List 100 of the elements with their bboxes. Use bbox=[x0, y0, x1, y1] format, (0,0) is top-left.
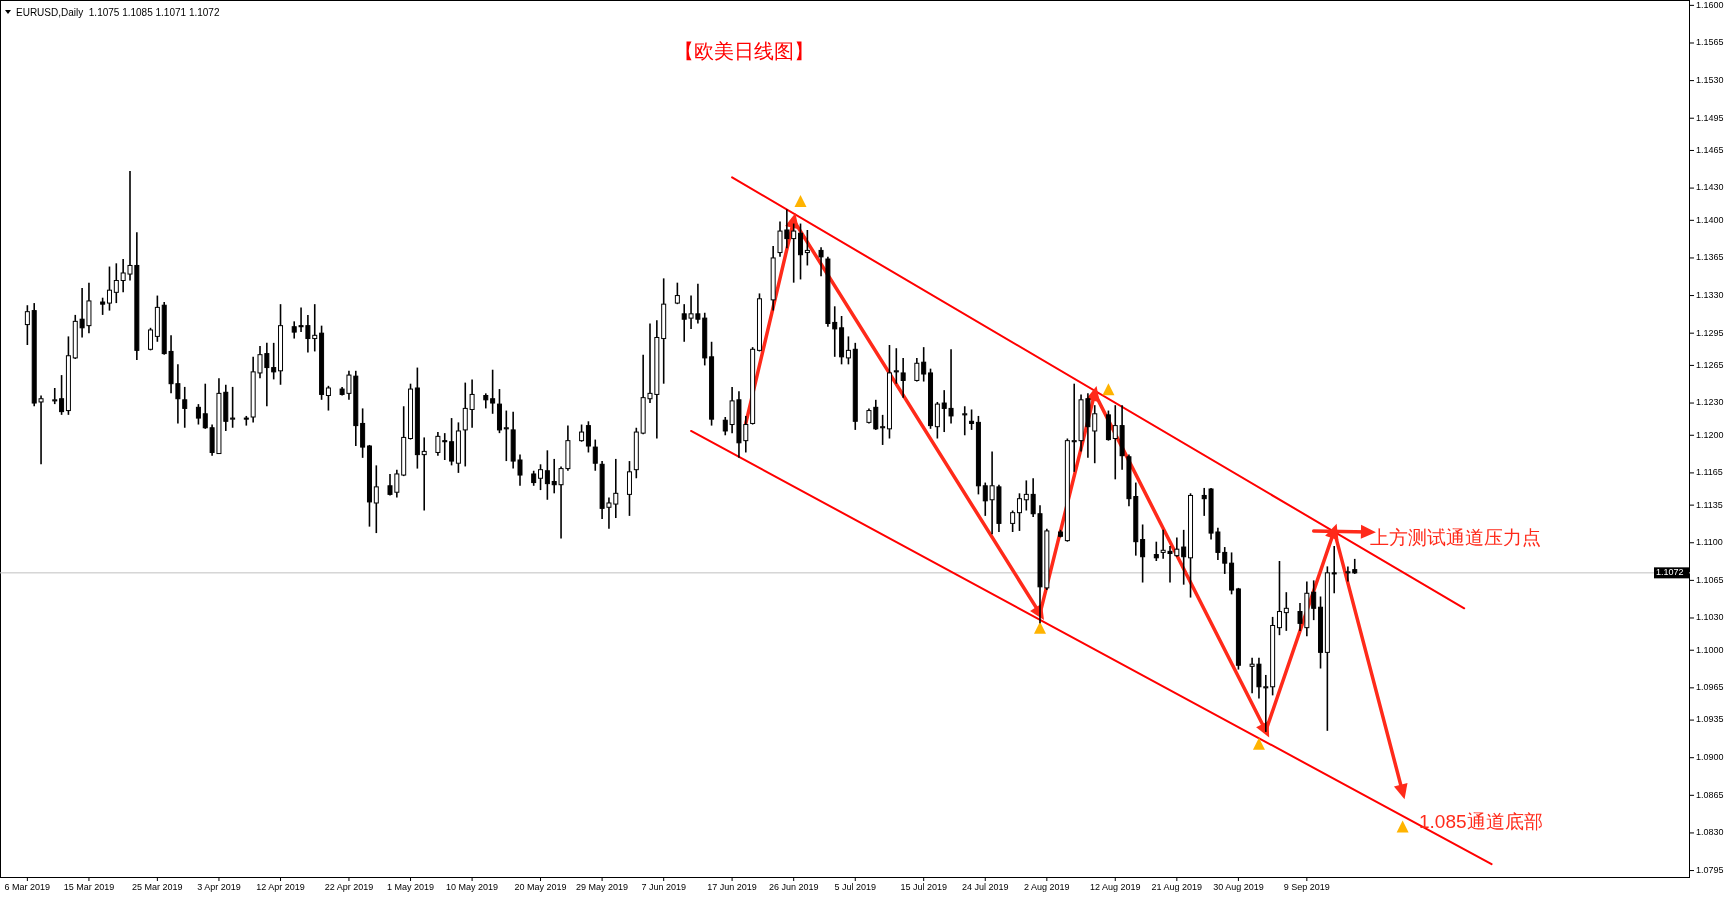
y-tick-label: 1.1600 bbox=[1696, 0, 1724, 10]
x-tick-label: 20 May 2019 bbox=[514, 882, 567, 893]
x-tick-label: 7 Jun 2019 bbox=[641, 882, 686, 893]
y-tick-label: 1.1100 bbox=[1696, 537, 1723, 548]
x-tick-label: 12 Aug 2019 bbox=[1089, 882, 1141, 893]
x-tick-label: 15 Mar 2019 bbox=[63, 882, 115, 893]
point bbox=[1034, 621, 1046, 634]
y-tick-label: 1.1000 bbox=[1696, 644, 1724, 655]
x-tick-label: 5 Jul 2019 bbox=[834, 882, 877, 893]
candlestick bbox=[182, 386, 188, 429]
point bbox=[785, 213, 799, 230]
annotation: 上方测试通道压力点 bbox=[1370, 527, 1541, 549]
y-tick-label: 1.1530 bbox=[1696, 74, 1724, 85]
y-tick-label: 1.1230 bbox=[1696, 397, 1724, 408]
x-tick-label: 21 Aug 2019 bbox=[1151, 882, 1203, 893]
candlestick bbox=[1016, 492, 1022, 532]
ref-line-label: 1.1072 bbox=[1656, 567, 1684, 578]
point bbox=[1252, 737, 1265, 750]
candlestick bbox=[195, 403, 201, 426]
y-tick-label: 1.1465 bbox=[1696, 144, 1724, 155]
candlestick bbox=[845, 335, 851, 366]
candlestick bbox=[1276, 560, 1282, 636]
candlestick bbox=[1283, 591, 1289, 632]
candlestick bbox=[373, 464, 379, 534]
candlestick bbox=[900, 357, 906, 399]
point bbox=[794, 195, 807, 208]
candlestick bbox=[59, 374, 65, 416]
y-tick-label: 1.1030 bbox=[1696, 612, 1724, 623]
annotation: 1.085通道底部 bbox=[1419, 811, 1543, 833]
candlestick bbox=[798, 222, 804, 281]
x-tick-label: 2 Aug 2019 bbox=[1024, 882, 1070, 893]
y-tick-label: 1.1495 bbox=[1696, 112, 1724, 123]
x-tick-label: 26 Jun 2019 bbox=[768, 882, 819, 893]
x-tick-label: 3 Apr 2019 bbox=[197, 882, 241, 893]
candlestick bbox=[230, 386, 236, 429]
candlestick bbox=[893, 347, 899, 385]
x-tick-label: 25 Mar 2019 bbox=[132, 882, 183, 893]
candlestick bbox=[1153, 540, 1159, 562]
point bbox=[1396, 820, 1409, 833]
candlestick bbox=[24, 304, 30, 346]
x-tick-label: 22 Apr 2019 bbox=[324, 882, 374, 893]
candlestick bbox=[592, 438, 598, 472]
candlestick bbox=[503, 409, 509, 462]
x-tick-label: 10 May 2019 bbox=[446, 882, 499, 893]
candlestick bbox=[1010, 509, 1016, 533]
candlestick bbox=[1140, 523, 1146, 584]
candlestick bbox=[449, 417, 455, 467]
candlestick bbox=[106, 265, 112, 312]
x-tick-label: 9 Sep 2019 bbox=[1283, 882, 1330, 893]
candlestick bbox=[490, 368, 496, 415]
y-tick-label: 1.1065 bbox=[1696, 574, 1724, 585]
x-tick-label: 24 Jul 2019 bbox=[961, 882, 1009, 893]
x-tick-label: 6 Mar 2019 bbox=[4, 882, 51, 893]
candlestick bbox=[880, 414, 886, 446]
point bbox=[1102, 383, 1115, 396]
candlestick bbox=[1311, 579, 1317, 621]
candlestick bbox=[113, 262, 119, 304]
candlestick bbox=[921, 346, 927, 383]
candlestick bbox=[962, 405, 968, 437]
y-tick-label: 1.0935 bbox=[1696, 714, 1724, 725]
candlestick bbox=[585, 420, 591, 454]
x-tick-label: 29 May 2019 bbox=[576, 882, 629, 893]
y-tick-label: 1.0965 bbox=[1696, 682, 1724, 693]
candlestick bbox=[360, 407, 366, 459]
candlestick bbox=[791, 222, 797, 284]
y-tick-label: 1.1135 bbox=[1696, 499, 1723, 510]
candlestick bbox=[818, 246, 824, 278]
text: EURUSD,Daily 1.1075 1.1085 1.1071 1.1072 bbox=[16, 6, 220, 18]
y-tick-label: 1.0900 bbox=[1696, 752, 1724, 763]
y-tick-label: 1.1295 bbox=[1696, 327, 1724, 338]
x-tick-label: 17 Jun 2019 bbox=[707, 882, 757, 893]
candlestick bbox=[804, 229, 810, 267]
candlestick bbox=[325, 385, 331, 412]
candlestick bbox=[626, 460, 632, 517]
candlestick bbox=[914, 357, 920, 383]
candlestick bbox=[538, 463, 544, 491]
y-tick-label: 1.1265 bbox=[1696, 359, 1724, 370]
candlestick bbox=[1023, 479, 1029, 512]
x-tick-label: 1 May 2019 bbox=[387, 882, 435, 893]
y-tick-label: 1.1565 bbox=[1696, 37, 1724, 48]
x-tick-label: 12 Apr 2019 bbox=[256, 882, 305, 893]
y-tick-label: 1.1200 bbox=[1696, 429, 1724, 440]
candlestick bbox=[544, 449, 550, 501]
y-tick-label: 1.1400 bbox=[1696, 214, 1724, 225]
candlestick bbox=[1181, 529, 1187, 586]
x-tick-label: 15 Jul 2019 bbox=[900, 882, 947, 893]
y-tick-label: 1.1365 bbox=[1696, 252, 1724, 263]
y-tick-label: 1.1330 bbox=[1696, 289, 1724, 300]
text: 【欧美日线图】 bbox=[673, 40, 814, 63]
y-tick-label: 1.0865 bbox=[1696, 789, 1724, 800]
point bbox=[1393, 783, 1408, 800]
y-tick-label: 1.0830 bbox=[1696, 827, 1724, 838]
candlestick bbox=[934, 401, 940, 440]
y-tick-label: 1.1165 bbox=[1696, 467, 1723, 478]
y-tick-label: 1.1430 bbox=[1696, 182, 1724, 193]
candlestick bbox=[271, 342, 277, 381]
candlestick bbox=[421, 436, 427, 512]
candlestick bbox=[1331, 545, 1337, 595]
candlestick bbox=[52, 387, 58, 405]
y-tick-label: 1.0795 bbox=[1696, 864, 1724, 875]
